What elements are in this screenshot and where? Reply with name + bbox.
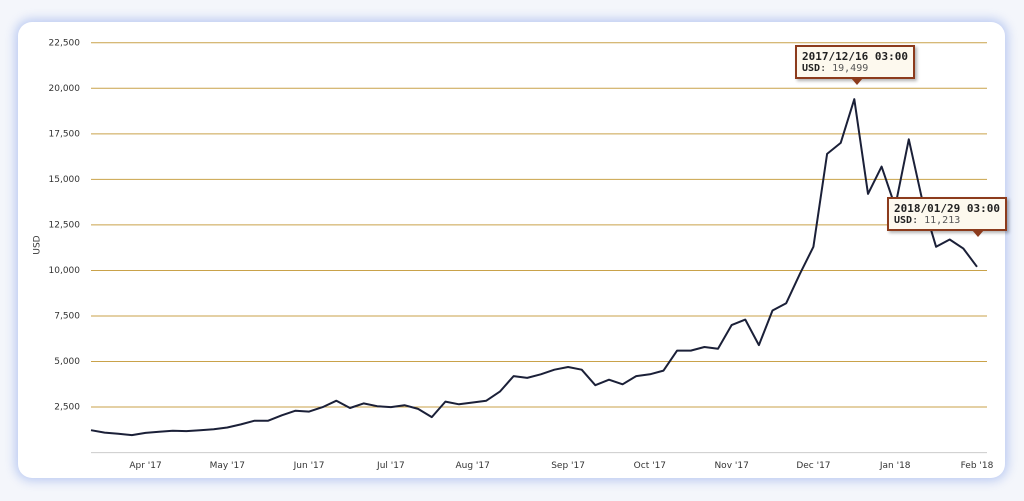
chart-card bbox=[18, 22, 1005, 478]
x-tick-label: May '17 bbox=[210, 461, 245, 471]
y-axis-label: USD bbox=[33, 235, 43, 254]
y-tick-label: 7,500 bbox=[54, 311, 80, 321]
x-tick-label: Aug '17 bbox=[455, 461, 489, 471]
tooltip: 2017/12/16 03:00 USD: 19,499 bbox=[795, 45, 915, 85]
y-tick-label: 20,000 bbox=[49, 84, 81, 94]
y-tick-label: 15,000 bbox=[49, 175, 81, 185]
x-tick-label: Feb '18 bbox=[961, 461, 994, 471]
x-tick-label: Oct '17 bbox=[634, 461, 666, 471]
y-tick-label: 10,000 bbox=[49, 266, 81, 276]
x-tick-label: Jul '17 bbox=[376, 461, 405, 471]
tooltip-series: USD bbox=[802, 63, 821, 74]
x-tick-label: Apr '17 bbox=[129, 461, 161, 471]
tooltip-value: 19,499 bbox=[832, 63, 869, 74]
y-tick-label: 12,500 bbox=[49, 220, 81, 230]
tooltip-title: 2018/01/29 03:00 bbox=[894, 202, 1000, 215]
x-tick-label: Jun '17 bbox=[293, 461, 325, 471]
price-line bbox=[90, 98, 978, 437]
y-tick-label: 17,500 bbox=[49, 129, 81, 139]
x-tick-label: Sep '17 bbox=[551, 461, 585, 471]
tooltip-title: 2017/12/16 03:00 bbox=[802, 50, 908, 63]
y-tick-label: 22,500 bbox=[49, 38, 81, 48]
tooltip-series: USD bbox=[894, 215, 913, 226]
y-tick-label: 2,500 bbox=[54, 403, 80, 413]
x-tick-label: Dec '17 bbox=[796, 461, 830, 471]
y-tick-label: 5,000 bbox=[54, 357, 80, 367]
x-tick-label: Jan '18 bbox=[879, 461, 911, 471]
tooltip-value: 11,213 bbox=[924, 215, 961, 226]
tooltip: 2018/01/29 03:00 USD: 11,213 bbox=[887, 197, 1007, 237]
x-tick-label: Nov '17 bbox=[714, 461, 748, 471]
